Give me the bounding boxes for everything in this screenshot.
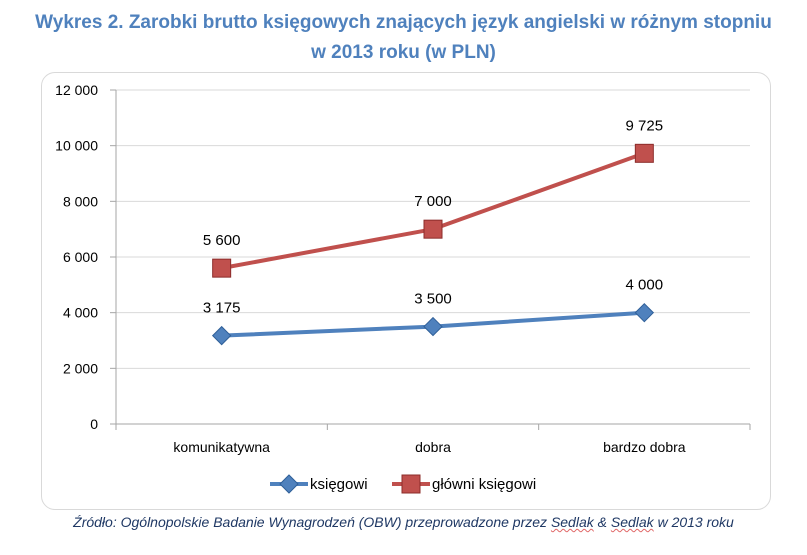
legend-marker-2 [401, 474, 421, 494]
chart-title-line1: Wykres 2. Zarobki brutto księgowych znaj… [35, 12, 772, 33]
legend-label-2: główni księgowi [432, 476, 536, 493]
x-tick-label: komunikatywna [173, 439, 270, 455]
source-prefix: Źródło: Ogólnopolskie Badanie Wynagrodze… [73, 514, 551, 530]
data-point-2-1 [212, 258, 232, 278]
data-label: 7 000 [414, 193, 452, 210]
data-label: 3 500 [414, 291, 452, 308]
series-line-2 [221, 151, 646, 271]
source-amp: & [593, 514, 611, 530]
source-suffix: w 2013 roku [653, 514, 734, 530]
y-tick-label: 12 000 [55, 82, 98, 98]
chart-title: Wykres 2. Zarobki brutto księgowych znaj… [0, 8, 807, 68]
data-point-1-2 [423, 316, 443, 337]
data-point-2-2 [423, 219, 443, 239]
legend-marker-1 [279, 474, 299, 494]
y-tick-label: 6 000 [63, 249, 98, 265]
y-tick-label: 8 000 [63, 193, 98, 209]
data-label: 4 000 [626, 277, 664, 294]
y-tick-label: 4 000 [63, 305, 98, 321]
data-label: 9 725 [626, 117, 664, 134]
source-word-1: Sedlak [550, 514, 594, 530]
data-label: 5 600 [203, 232, 241, 249]
data-point-2-3 [634, 143, 654, 163]
y-tick-label: 2 000 [63, 360, 98, 376]
x-tick-label: dobra [415, 439, 451, 455]
data-point-1-3 [634, 302, 655, 323]
y-tick-label: 0 [90, 416, 98, 432]
legend-label-1: księgowi [310, 476, 368, 493]
chart-title-line2: w 2013 roku (w PLN) [311, 42, 496, 63]
y-tick-label: 10 000 [55, 138, 98, 154]
source-word-2: Sedlak [610, 514, 654, 530]
data-label: 3 175 [203, 300, 241, 317]
x-tick-label: bardzo dobra [603, 439, 686, 455]
data-point-1-1 [211, 325, 232, 346]
source-note: Źródło: Ogólnopolskie Badanie Wynagrodze… [0, 514, 807, 530]
